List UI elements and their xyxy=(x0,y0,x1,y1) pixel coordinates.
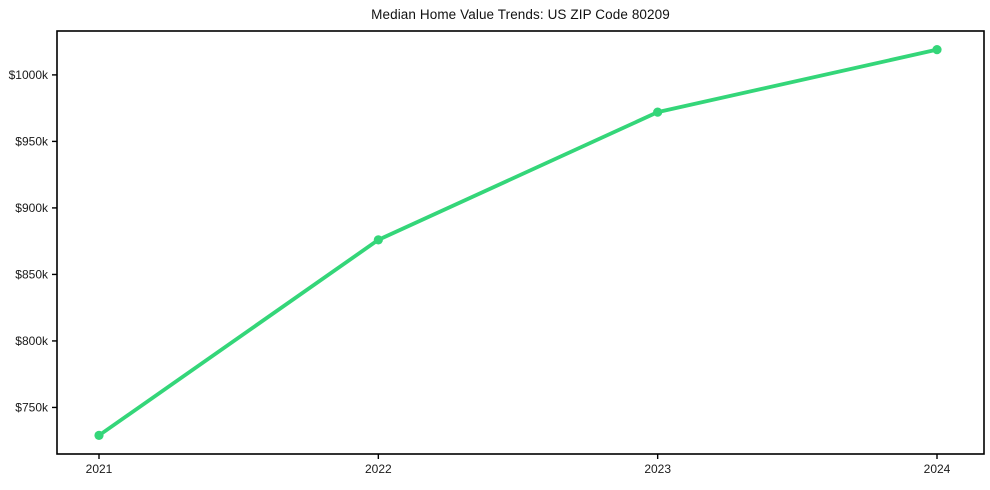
y-axis-tick-label: $900k xyxy=(15,201,49,215)
plot-border xyxy=(56,30,985,455)
y-axis-tick-label: $950k xyxy=(15,135,49,149)
data-point-2023 xyxy=(653,107,663,117)
chart-title: Median Home Value Trends: US ZIP Code 80… xyxy=(371,7,670,22)
data-point-2021 xyxy=(94,430,104,440)
y-axis-tick-label: $750k xyxy=(15,401,49,415)
x-axis-tick-label: 2021 xyxy=(86,462,113,476)
x-axis-tick-label: 2022 xyxy=(365,462,392,476)
line-series-median-home-value xyxy=(97,47,939,438)
x-axis-tick-label: 2024 xyxy=(924,462,951,476)
x-axis-tick-label: 2023 xyxy=(644,462,671,476)
y-axis-tick-label: $850k xyxy=(15,268,49,282)
data-point-2022 xyxy=(373,235,383,245)
y-axis-tick-label: $1000k xyxy=(9,68,49,82)
y-axis-tick-label: $800k xyxy=(15,334,49,348)
data-point-2024 xyxy=(932,45,942,55)
